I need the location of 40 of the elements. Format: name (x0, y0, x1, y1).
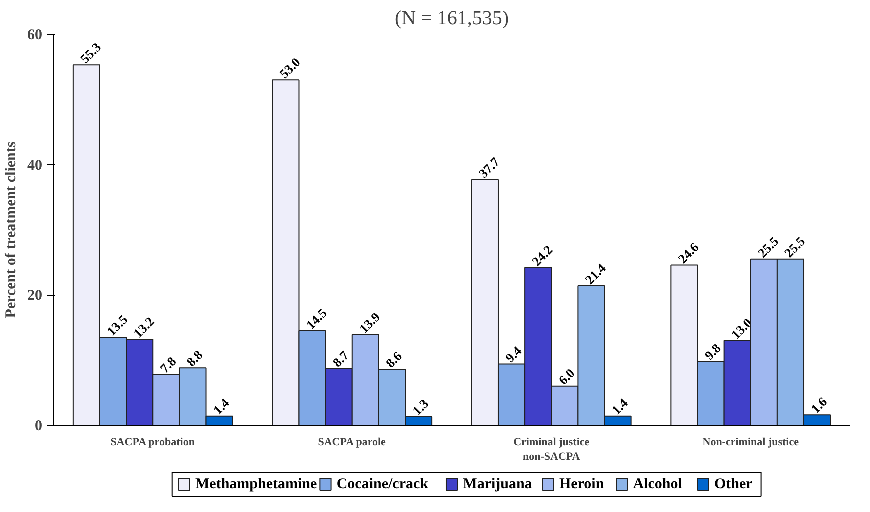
data-label: 13.0 (728, 315, 755, 342)
legend-label: Cocaine/crack (336, 476, 430, 492)
data-label: 8.7 (330, 348, 352, 370)
legend-label: Methamphetamine (196, 476, 318, 492)
data-label: 9.8 (702, 340, 724, 363)
data-label: 21.4 (582, 260, 610, 288)
data-label: 13.2 (130, 314, 158, 341)
legend-label: Heroin (559, 476, 605, 492)
data-label: 24.6 (675, 239, 702, 266)
data-label: 53.0 (276, 54, 304, 82)
data-label: 1.4 (608, 395, 632, 418)
y-tick-label: 0 (35, 418, 42, 434)
legend-label: Marijuana (463, 476, 533, 492)
data-label: 14.5 (303, 305, 330, 332)
data-label: 13.9 (356, 309, 384, 336)
y-tick-label: 40 (28, 158, 42, 174)
data-label: 37.7 (476, 154, 503, 182)
data-label: 13.5 (104, 312, 132, 339)
y-tick-label: 20 (28, 288, 42, 304)
data-label: 9.4 (502, 343, 525, 366)
data-label: 55.3 (77, 39, 104, 66)
data-label: 6.0 (556, 366, 578, 388)
y-axis-title: Percent of treatment clients (4, 142, 20, 318)
data-label: 1.4 (210, 395, 233, 418)
data-label: 25.5 (754, 234, 782, 261)
x-tick-label: SACPA parole (318, 436, 386, 448)
data-label: 7.8 (157, 354, 180, 376)
x-tick-label: Criminal justice non-SACPA (514, 436, 590, 463)
data-label: 8.6 (382, 348, 406, 371)
data-label: 24.2 (529, 242, 556, 270)
data-label: 1.6 (808, 394, 830, 416)
chart-title: (N = 161,535) (394, 8, 510, 30)
legend-label: Alcohol (633, 476, 682, 492)
data-label: 25.5 (781, 234, 808, 261)
data-label: 1.3 (409, 396, 432, 418)
y-tick-label: 60 (28, 28, 42, 44)
x-tick-label: Non-criminal justice (702, 436, 800, 448)
data-label: 8.8 (184, 347, 206, 370)
legend-label: Other (714, 476, 754, 492)
x-tick-label: SACPA probation (110, 436, 195, 448)
